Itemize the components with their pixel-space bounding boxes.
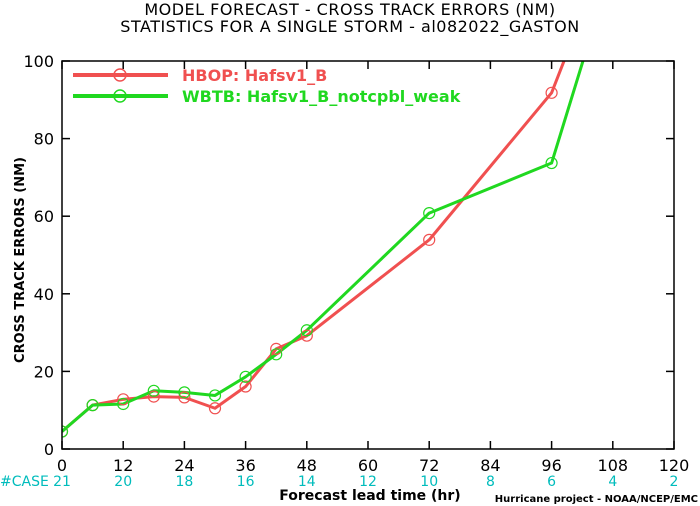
case-count: 16 <box>237 474 255 490</box>
x-tick-label: 60 <box>358 456 378 475</box>
x-tick-label: 12 <box>113 456 133 475</box>
x-tick-label: 48 <box>297 456 317 475</box>
series-0-point <box>208 402 222 415</box>
series-1-point <box>423 206 436 220</box>
x-tick-label: 84 <box>480 456 500 475</box>
x-tick-label: 120 <box>659 456 690 475</box>
y-tick-label: 80 <box>34 130 54 149</box>
x-tick-label: 24 <box>174 456 194 475</box>
legend-entry-0: HBOP: Hafsv1_B <box>182 66 327 85</box>
case-count: 4 <box>608 474 617 490</box>
case-count: 8 <box>486 474 495 490</box>
case-count: 10 <box>420 474 438 490</box>
x-tick-label: 72 <box>419 456 439 475</box>
series-0-point <box>545 86 558 99</box>
case-count: 6 <box>547 474 556 490</box>
series-0-point <box>239 380 252 393</box>
credit-text: Hurricane project - NOAA/NCEP/EMC <box>495 494 698 505</box>
y-tick-label: 0 <box>44 440 54 459</box>
series-0-point <box>147 390 160 403</box>
case-count: 12 <box>359 474 377 490</box>
y-tick-label: 100 <box>23 52 54 71</box>
y-axis-label: CROSS TRACK ERRORS (NM) <box>13 157 28 363</box>
x-tick-label: 0 <box>57 456 67 475</box>
chart-subtitle: STATISTICS FOR A SINGLE STORM - al082022… <box>120 17 580 36</box>
series-1-point <box>270 348 283 361</box>
series-1-point <box>208 389 222 402</box>
series-0-point <box>117 393 130 406</box>
series-1-point <box>117 397 130 411</box>
series-0-point <box>300 329 313 342</box>
series-line-1 <box>62 61 585 433</box>
case-count: 21 <box>53 474 71 490</box>
x-axis-label: Forecast lead time (hr) <box>279 488 460 504</box>
series-1-point <box>62 425 69 438</box>
chart-title: MODEL FORECAST - CROSS TRACK ERRORS (NM) <box>144 0 556 19</box>
legend-marker-0 <box>113 68 127 82</box>
y-tick-label: 60 <box>34 207 54 226</box>
x-tick-label: 36 <box>235 456 255 475</box>
series-1-point <box>545 156 558 170</box>
x-tick-label: 108 <box>598 456 629 475</box>
series-1-point <box>86 399 99 412</box>
case-count: 20 <box>114 474 132 490</box>
legend-marker-1 <box>113 89 127 103</box>
y-tick-label: 20 <box>34 362 54 381</box>
case-count: 14 <box>298 474 316 490</box>
series-1-point <box>147 384 160 397</box>
case-count: 2 <box>670 474 679 490</box>
series-0-point <box>178 391 191 404</box>
series-1-point <box>239 370 252 383</box>
series-0-point <box>270 342 283 355</box>
series-1-point <box>300 324 313 337</box>
case-count: 18 <box>175 474 193 490</box>
x-tick-label: 96 <box>541 456 561 475</box>
y-tick-label: 40 <box>34 285 54 304</box>
series-1-point <box>178 386 191 399</box>
legend-entry-1: WBTB: Hafsv1_B_notcpbl_weak <box>182 87 461 106</box>
series-0-point <box>423 233 436 246</box>
case-label: #CASE <box>0 474 49 490</box>
